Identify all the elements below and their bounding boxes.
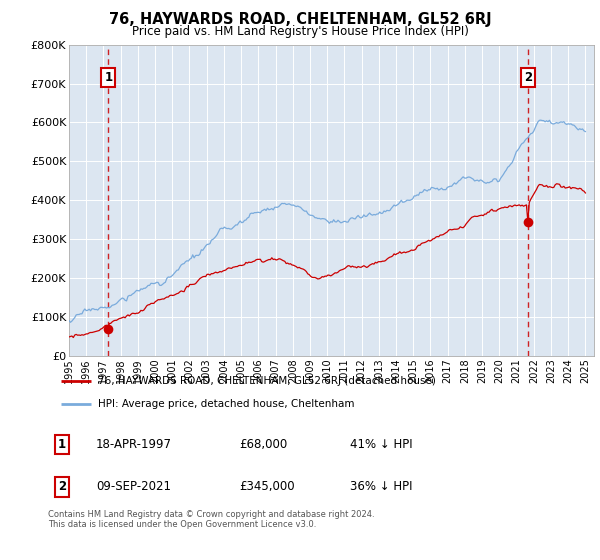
Text: HPI: Average price, detached house, Cheltenham: HPI: Average price, detached house, Chel…: [98, 399, 355, 409]
Text: 1: 1: [104, 71, 112, 84]
Text: 36% ↓ HPI: 36% ↓ HPI: [350, 480, 413, 493]
Text: £68,000: £68,000: [239, 438, 288, 451]
Text: 1: 1: [58, 438, 66, 451]
Text: 18-APR-1997: 18-APR-1997: [96, 438, 172, 451]
Text: 2: 2: [524, 71, 532, 84]
Text: 41% ↓ HPI: 41% ↓ HPI: [350, 438, 413, 451]
Text: 76, HAYWARDS ROAD, CHELTENHAM, GL52 6RJ: 76, HAYWARDS ROAD, CHELTENHAM, GL52 6RJ: [109, 12, 491, 27]
Text: 76, HAYWARDS ROAD, CHELTENHAM, GL52 6RJ (detached house): 76, HAYWARDS ROAD, CHELTENHAM, GL52 6RJ …: [98, 376, 436, 386]
Text: Price paid vs. HM Land Registry's House Price Index (HPI): Price paid vs. HM Land Registry's House …: [131, 25, 469, 38]
Text: Contains HM Land Registry data © Crown copyright and database right 2024.
This d: Contains HM Land Registry data © Crown c…: [48, 510, 374, 529]
Text: 2: 2: [58, 480, 66, 493]
Text: 09-SEP-2021: 09-SEP-2021: [96, 480, 171, 493]
Text: £345,000: £345,000: [239, 480, 295, 493]
